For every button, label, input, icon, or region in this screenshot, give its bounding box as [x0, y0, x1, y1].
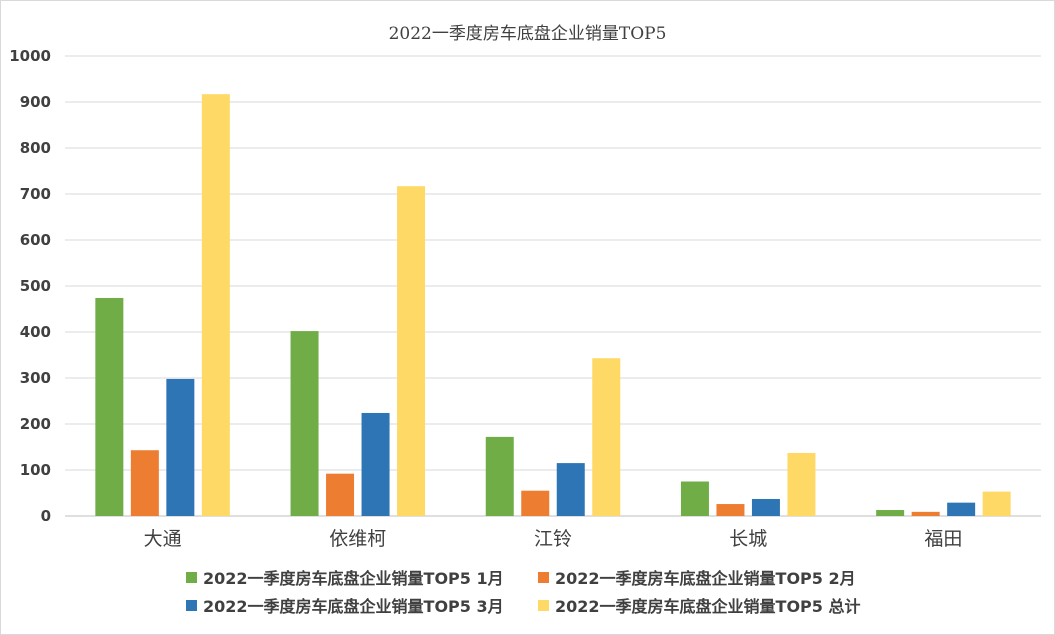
- x-tick-label: 依维柯: [329, 528, 386, 550]
- y-tick-label: 400: [20, 323, 51, 341]
- y-tick-label: 900: [20, 93, 51, 111]
- bar-3-2: [361, 412, 390, 516]
- legend-swatch: [538, 571, 549, 583]
- plot-area: 0 100 200 300 400 500 600 700 800 900 1000 大通 依维柯 江铃 长…: [9, 47, 1041, 550]
- legend-item: 2022一季度房车底盘企业销量TOP5 2月: [538, 566, 890, 588]
- y-tick-label: 200: [20, 415, 51, 433]
- bar-4-4: [787, 452, 816, 516]
- y-tick-label: 1000: [9, 47, 51, 65]
- bar-2-4: [716, 504, 745, 516]
- bar-3-1: [166, 378, 195, 516]
- legend-label: 2022一季度房车底盘企业销量TOP5 总计: [555, 597, 861, 616]
- legend-label: 2022一季度房车底盘企业销量TOP5 3月: [203, 597, 504, 616]
- bar-4-3: [592, 358, 621, 516]
- y-tick-label: 0: [41, 507, 51, 525]
- bar-3-5: [947, 502, 976, 516]
- bar-4-2: [397, 186, 426, 516]
- y-tick-label: 100: [20, 461, 51, 479]
- y-tick-label: 700: [20, 185, 51, 203]
- x-tick-label: 福田: [924, 528, 962, 550]
- bar-4-1: [201, 94, 230, 517]
- bar-4-5: [982, 491, 1011, 516]
- legend-item: 2022一季度房车底盘企业销量TOP5 总计: [538, 594, 890, 616]
- bar-3-4: [751, 498, 780, 516]
- x-tick-label: 大通: [144, 528, 182, 550]
- bar-2-5: [911, 511, 940, 516]
- legend-item: 2022一季度房车底盘企业销量TOP5 1月: [186, 566, 538, 588]
- bar-1-2: [290, 331, 319, 516]
- legend-label: 2022一季度房车底盘企业销量TOP5 2月: [555, 569, 856, 588]
- y-tick-label: 300: [20, 369, 51, 387]
- x-tick-label: 江铃: [534, 528, 572, 550]
- legend: 2022一季度房车底盘企业销量TOP5 1月 2022一季度房车底盘企业销量TOP…: [186, 566, 906, 616]
- bar-2-1: [130, 450, 159, 516]
- bar-2-2: [326, 473, 355, 516]
- legend-item: 2022一季度房车底盘企业销量TOP5 3月: [186, 594, 538, 616]
- legend-swatch: [538, 599, 549, 611]
- bar-1-5: [876, 510, 905, 516]
- bar-1-4: [680, 481, 709, 516]
- bar-1-1: [95, 297, 124, 516]
- chart-title: 2022一季度房车底盘企业销量TOP5: [388, 24, 667, 44]
- bar-3-3: [556, 463, 585, 516]
- legend-swatch: [186, 599, 197, 611]
- bar-1-3: [485, 436, 514, 516]
- x-tick-label: 长城: [729, 528, 767, 550]
- y-tick-label: 600: [20, 231, 51, 249]
- y-tick-label: 800: [20, 139, 51, 157]
- legend-label: 2022一季度房车底盘企业销量TOP5 1月: [203, 569, 504, 588]
- y-tick-label: 500: [20, 277, 51, 295]
- legend-swatch: [186, 571, 197, 583]
- bar-2-3: [521, 490, 550, 516]
